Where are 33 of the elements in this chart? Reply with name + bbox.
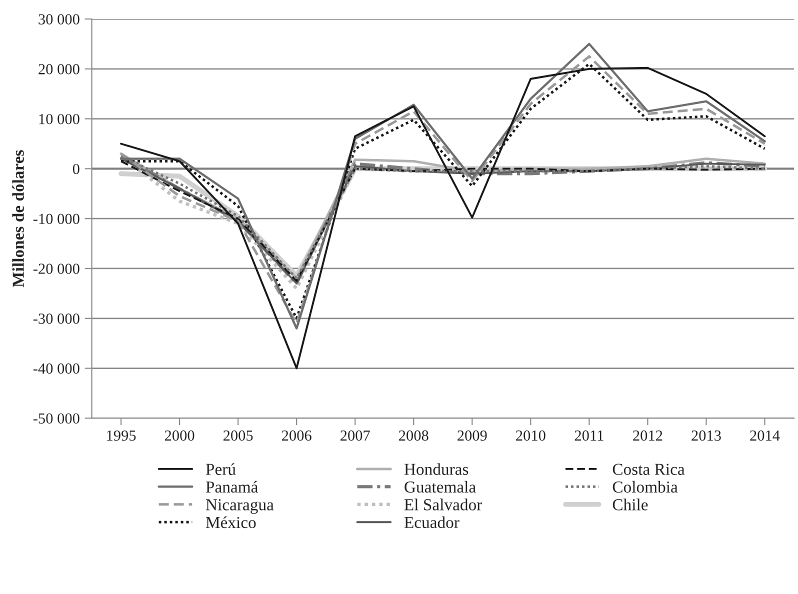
x-tick-label: 2013 xyxy=(692,430,721,441)
legend-label: Ecuador xyxy=(404,516,460,528)
y-tick-label: -40 000 xyxy=(33,363,80,374)
legend-label: Perú xyxy=(206,463,236,475)
y-axis-title: Millones de dólares xyxy=(12,150,24,288)
x-tick-label: 2006 xyxy=(282,430,312,441)
y-tick-label: 20 000 xyxy=(38,64,80,74)
x-tick-label: 2010 xyxy=(516,430,546,441)
legend-label: Chile xyxy=(612,498,648,510)
y-tick-label: -20 000 xyxy=(33,264,80,274)
x-tick-label: 2014 xyxy=(750,430,780,441)
legend-label: México xyxy=(206,516,256,528)
x-tick-label: 2005 xyxy=(223,430,253,441)
y-tick-label: 30 000 xyxy=(38,14,80,24)
y-tick-label: -50 000 xyxy=(33,413,80,424)
x-tick-label: 2011 xyxy=(574,430,604,441)
y-tick-label: 10 000 xyxy=(39,114,80,124)
legend-label: Honduras xyxy=(404,463,468,475)
x-tick-label: 2012 xyxy=(633,430,662,441)
legend-label: Colombia xyxy=(612,480,678,493)
legend-label: Panamá xyxy=(206,480,258,493)
y-tick-label: -30 000 xyxy=(33,314,80,324)
legend-label: Costa Rica xyxy=(612,464,685,475)
legend-label: Nicaragua xyxy=(206,499,274,514)
x-tick-label: 2000 xyxy=(164,430,194,441)
x-tick-label: 2007 xyxy=(340,430,370,441)
y-tick-label: 0 xyxy=(72,164,80,174)
x-tick-label: 1995 xyxy=(107,430,136,441)
x-tick-label: 2008 xyxy=(399,430,428,441)
y-tick-label: -10 000 xyxy=(33,214,80,224)
legend-label: El Salvador xyxy=(404,498,482,510)
x-tick-label: 2009 xyxy=(458,430,487,441)
legend-label: Guatemala xyxy=(404,480,476,493)
